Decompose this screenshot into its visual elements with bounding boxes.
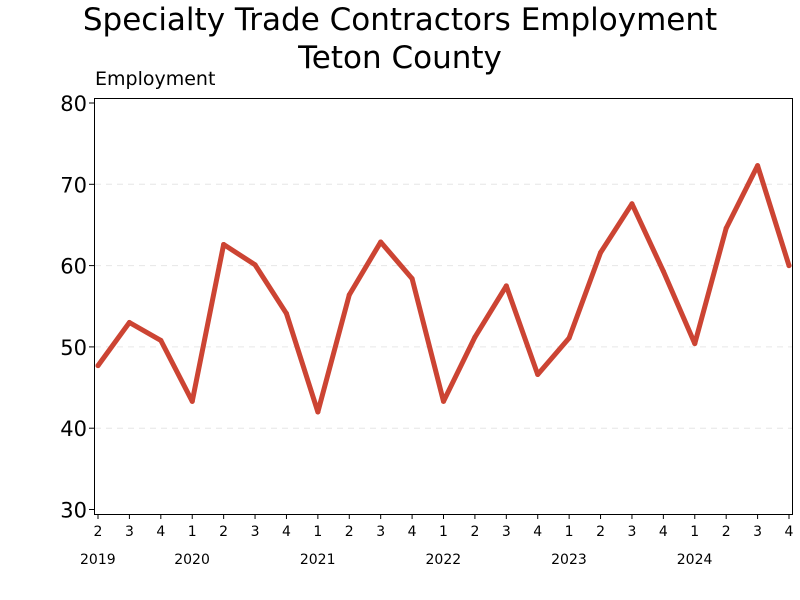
x-tick-label: 1 — [439, 524, 448, 540]
data-point — [723, 225, 729, 231]
y-tick-label: 40 — [60, 417, 87, 441]
data-point — [535, 372, 541, 378]
x-year-label: 2019 — [80, 552, 116, 568]
y-tick-label: 80 — [60, 92, 87, 116]
y-tick-label: 60 — [60, 255, 87, 279]
x-year-label: 2023 — [551, 552, 587, 568]
data-point — [283, 311, 289, 317]
x-tick-label: 4 — [533, 524, 542, 540]
y-axis-label: Employment — [95, 68, 216, 90]
x-tick-label: 2 — [345, 524, 354, 540]
data-point — [692, 341, 698, 347]
x-year-label: 2021 — [300, 552, 336, 568]
data-point — [598, 250, 604, 256]
data-point — [503, 283, 509, 289]
data-point — [315, 409, 321, 415]
x-tick-label: 4 — [156, 524, 165, 540]
x-year-label: 2020 — [174, 552, 210, 568]
x-axis: 2 3 4 1 2 3 4 1 2 3 4 1 2 3 4 1 2 3 4 1 2 3 4 2019 2020 2021 2022 2… — [80, 514, 794, 568]
series-line — [95, 163, 792, 415]
x-tick-label: 3 — [251, 524, 260, 540]
data-point — [252, 262, 258, 268]
y-tick-label: 50 — [60, 336, 87, 360]
x-tick-label: 4 — [282, 524, 291, 540]
x-tick-label: 1 — [565, 524, 574, 540]
x-tick-label: 2 — [596, 524, 605, 540]
x-tick-label: 2 — [219, 524, 228, 540]
data-point — [566, 335, 572, 341]
data-point — [786, 263, 792, 269]
x-tick-label: 3 — [753, 524, 762, 540]
x-tick-label: 4 — [659, 524, 668, 540]
x-tick-label: 1 — [690, 524, 699, 540]
x-tick-label: 4 — [785, 524, 794, 540]
y-tick-label: 70 — [60, 173, 87, 197]
data-point — [660, 268, 666, 274]
x-tick-label: 3 — [627, 524, 636, 540]
y-tick-label: 30 — [60, 499, 87, 523]
x-tick-label: 2 — [470, 524, 479, 540]
data-point — [629, 201, 635, 207]
data-point — [95, 363, 101, 369]
data-point — [126, 320, 132, 326]
x-year-label: 2024 — [677, 552, 713, 568]
data-point — [441, 398, 446, 404]
x-tick-label: 3 — [502, 524, 511, 540]
x-year-label: 2022 — [426, 552, 462, 568]
series-layer — [95, 163, 792, 415]
chart-subtitle: Teton County — [298, 40, 502, 76]
data-point — [346, 292, 352, 298]
x-tick-label: 3 — [376, 524, 385, 540]
x-tick-label: 2 — [722, 524, 731, 540]
data-point — [189, 398, 195, 404]
data-point — [158, 337, 164, 343]
x-tick-label: 4 — [408, 524, 417, 540]
x-tick-label: 3 — [125, 524, 134, 540]
chart-title: Specialty Trade Contractors Employment — [82, 2, 718, 38]
data-point — [409, 276, 415, 282]
x-tick-label: 1 — [313, 524, 322, 540]
x-tick-label: 2 — [94, 524, 103, 540]
plot-frame — [94, 98, 793, 515]
data-point — [472, 334, 478, 340]
x-tick-label: 1 — [188, 524, 197, 540]
data-point — [221, 241, 227, 247]
y-axis: 30 40 50 60 70 80 — [60, 92, 95, 523]
data-point — [755, 163, 761, 169]
data-point — [378, 239, 384, 245]
